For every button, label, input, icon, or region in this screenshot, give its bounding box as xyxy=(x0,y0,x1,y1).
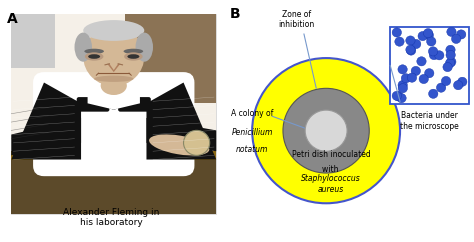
Circle shape xyxy=(423,29,433,38)
Text: Bacteria under
the microscope: Bacteria under the microscope xyxy=(400,111,459,131)
Text: Petri dish inoculated: Petri dish inoculated xyxy=(292,150,370,159)
Circle shape xyxy=(252,58,400,203)
Circle shape xyxy=(443,62,452,72)
Circle shape xyxy=(427,37,436,46)
Text: B: B xyxy=(230,7,241,21)
Circle shape xyxy=(108,99,119,110)
Circle shape xyxy=(394,92,403,101)
Circle shape xyxy=(392,91,401,100)
Circle shape xyxy=(397,94,406,103)
Text: notatum: notatum xyxy=(236,145,268,154)
Circle shape xyxy=(441,76,451,86)
Text: A: A xyxy=(7,12,18,26)
Bar xyxy=(11,14,55,68)
Circle shape xyxy=(283,88,369,173)
FancyBboxPatch shape xyxy=(33,72,194,176)
Circle shape xyxy=(451,34,461,44)
Polygon shape xyxy=(146,83,216,159)
Circle shape xyxy=(424,30,434,40)
Circle shape xyxy=(398,83,408,93)
Circle shape xyxy=(406,46,416,55)
Circle shape xyxy=(406,36,415,45)
Polygon shape xyxy=(107,64,120,72)
Circle shape xyxy=(428,47,438,56)
Bar xyxy=(125,14,216,103)
Circle shape xyxy=(428,89,438,98)
Circle shape xyxy=(398,80,407,90)
Circle shape xyxy=(411,66,420,76)
Circle shape xyxy=(401,74,410,83)
Circle shape xyxy=(425,68,434,78)
Ellipse shape xyxy=(149,135,210,155)
Circle shape xyxy=(398,65,407,74)
Circle shape xyxy=(392,28,401,37)
Polygon shape xyxy=(11,83,81,159)
Text: Penicillium: Penicillium xyxy=(231,128,273,137)
Ellipse shape xyxy=(88,54,100,59)
Polygon shape xyxy=(88,83,140,110)
Ellipse shape xyxy=(100,76,127,95)
Circle shape xyxy=(419,74,428,83)
Circle shape xyxy=(447,57,456,67)
Ellipse shape xyxy=(136,33,153,62)
Circle shape xyxy=(437,83,446,92)
Circle shape xyxy=(417,57,426,66)
Ellipse shape xyxy=(124,49,143,54)
Bar xyxy=(390,27,469,104)
Bar xyxy=(11,155,216,214)
Circle shape xyxy=(418,31,428,41)
Circle shape xyxy=(435,51,444,60)
FancyBboxPatch shape xyxy=(118,97,151,112)
Text: aureus: aureus xyxy=(318,185,344,194)
Circle shape xyxy=(447,27,456,37)
Circle shape xyxy=(406,45,415,54)
Circle shape xyxy=(411,39,421,49)
Text: Zone of
inhibition: Zone of inhibition xyxy=(278,10,315,29)
FancyBboxPatch shape xyxy=(77,97,109,112)
Circle shape xyxy=(457,77,467,86)
Bar xyxy=(11,151,216,159)
Circle shape xyxy=(446,58,455,68)
Text: A colony of: A colony of xyxy=(231,109,273,118)
Circle shape xyxy=(454,81,463,90)
Ellipse shape xyxy=(84,49,104,54)
Circle shape xyxy=(395,37,404,46)
Circle shape xyxy=(456,30,466,39)
Circle shape xyxy=(183,130,210,155)
Text: with: with xyxy=(321,165,340,174)
Ellipse shape xyxy=(83,20,144,41)
Ellipse shape xyxy=(94,76,133,82)
Ellipse shape xyxy=(74,33,92,62)
Polygon shape xyxy=(146,118,216,151)
Circle shape xyxy=(446,45,455,54)
Circle shape xyxy=(407,73,417,82)
Circle shape xyxy=(446,50,456,60)
Ellipse shape xyxy=(128,54,139,59)
Ellipse shape xyxy=(85,52,103,61)
Circle shape xyxy=(305,110,347,151)
Ellipse shape xyxy=(83,27,144,86)
Text: Staphylococcus: Staphylococcus xyxy=(301,174,361,183)
Circle shape xyxy=(429,51,438,60)
Text: Alexander Fleming in
his laboratory: Alexander Fleming in his laboratory xyxy=(63,208,160,227)
Ellipse shape xyxy=(124,52,143,61)
Polygon shape xyxy=(11,118,81,155)
